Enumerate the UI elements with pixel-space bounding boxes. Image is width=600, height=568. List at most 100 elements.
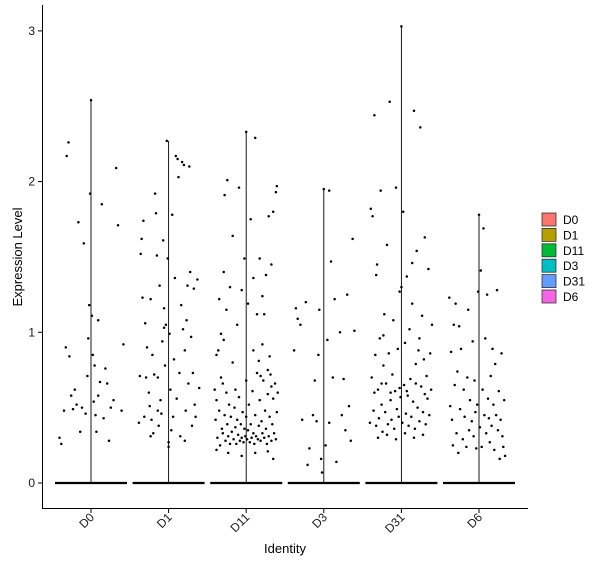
data-point — [248, 441, 252, 444]
legend-key — [541, 227, 557, 242]
data-point — [458, 407, 462, 411]
data-point — [95, 430, 98, 434]
data-point — [401, 421, 404, 424]
data-point — [266, 368, 270, 372]
data-point — [376, 436, 380, 440]
data-point — [234, 425, 237, 429]
data-point — [381, 430, 384, 434]
data-point — [465, 445, 468, 449]
data-point — [238, 439, 242, 443]
data-point — [163, 364, 167, 367]
data-point — [250, 436, 253, 440]
data-point — [84, 412, 87, 415]
data-point — [384, 382, 388, 385]
data-point — [184, 409, 187, 412]
data-point — [255, 312, 259, 316]
data-point — [351, 237, 354, 241]
data-point — [67, 141, 70, 144]
data-point — [233, 406, 236, 409]
data-point — [471, 340, 474, 343]
data-point — [257, 359, 261, 363]
data-point — [479, 269, 483, 272]
legend-label: D6 — [563, 290, 579, 304]
data-point — [226, 435, 230, 438]
data-point — [266, 450, 270, 453]
data-point — [496, 429, 500, 432]
data-point — [152, 432, 155, 435]
data-point — [170, 213, 174, 217]
data-point — [390, 418, 393, 421]
legend-key — [541, 243, 557, 258]
y-axis-title: Expression Level — [10, 207, 25, 306]
data-point — [498, 457, 501, 461]
x-tick-label: D6 — [464, 510, 485, 531]
data-point — [179, 435, 182, 438]
data-point — [327, 189, 331, 192]
data-point — [258, 257, 261, 260]
data-point — [148, 404, 151, 408]
data-point — [174, 154, 178, 158]
data-point — [400, 285, 403, 289]
data-point — [114, 166, 118, 170]
data-point — [304, 300, 308, 304]
legend-key — [541, 274, 557, 289]
data-point — [143, 415, 146, 418]
data-point — [155, 254, 159, 257]
data-point — [219, 332, 223, 336]
data-point — [215, 398, 218, 402]
data-point — [419, 126, 422, 129]
data-point — [299, 323, 302, 327]
data-point — [242, 441, 245, 444]
axes — [42, 5, 528, 509]
data-point — [396, 347, 400, 351]
data-point — [380, 382, 383, 385]
data-point — [222, 338, 225, 342]
data-point — [92, 400, 95, 403]
data-point — [154, 211, 158, 215]
data-point — [225, 391, 228, 394]
data-point — [268, 415, 271, 418]
data-point — [236, 433, 240, 437]
data-point — [149, 297, 152, 301]
data-point — [226, 178, 229, 182]
data-point — [300, 418, 304, 421]
data-point — [219, 376, 223, 379]
data-point — [172, 358, 176, 361]
data-point — [463, 415, 466, 418]
data-point — [235, 442, 238, 446]
data-point — [216, 436, 219, 440]
data-point — [453, 383, 456, 387]
data-point — [161, 239, 165, 242]
data-point — [246, 429, 250, 432]
data-point — [71, 407, 75, 411]
data-point — [449, 350, 453, 354]
data-point — [329, 260, 333, 263]
data-point — [170, 429, 173, 432]
data-point — [254, 435, 258, 438]
data-point — [244, 415, 248, 418]
data-point — [235, 323, 239, 327]
data-point — [68, 355, 71, 358]
data-point — [100, 202, 104, 206]
data-point — [340, 413, 344, 417]
violins — [55, 26, 515, 485]
data-point — [500, 352, 503, 355]
data-point — [268, 355, 271, 358]
data-point — [426, 397, 429, 400]
data-point — [476, 290, 480, 293]
data-point — [217, 349, 220, 352]
data-point — [473, 379, 476, 382]
data-point — [116, 224, 120, 227]
data-point — [421, 433, 425, 437]
legend-key — [541, 258, 557, 273]
data-point — [489, 374, 492, 378]
data-point — [448, 404, 452, 408]
data-point — [375, 263, 379, 266]
data-point — [406, 394, 409, 397]
y-ticks: 0 1 2 3 — [28, 24, 42, 490]
data-point — [412, 436, 416, 440]
data-point — [376, 388, 380, 391]
data-point — [252, 276, 255, 280]
data-point — [455, 432, 458, 435]
